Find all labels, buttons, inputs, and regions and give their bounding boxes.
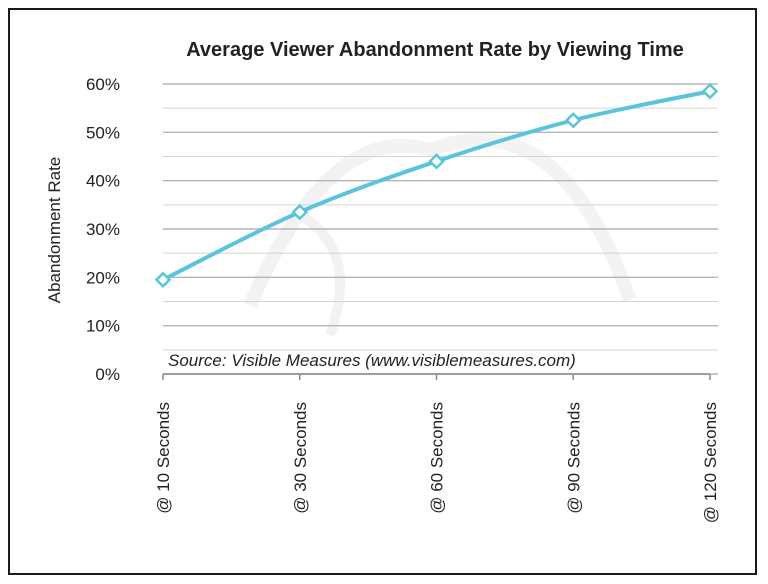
data-point-marker: [154, 271, 172, 289]
y-axis-ticks: 0% 10% 20% 30% 40% 50% 60%: [86, 75, 120, 384]
x-axis: [162, 373, 711, 380]
x-axis-tick-labels: @ 10 Seconds @ 30 Seconds @ 60 Seconds @ 90…: [154, 402, 720, 523]
y-tick-label: 30%: [86, 220, 120, 239]
data-point-marker: [291, 203, 309, 221]
x-tick-label: @ 10 Seconds: [154, 402, 173, 514]
x-tick-label: @ 60 Seconds: [428, 402, 447, 514]
x-tick-label: @ 90 Seconds: [564, 402, 583, 514]
y-tick-label: 10%: [86, 317, 120, 336]
series-layer: [154, 82, 719, 289]
y-tick-label: 60%: [86, 75, 120, 94]
x-tick-label: @ 120 Seconds: [701, 402, 720, 523]
y-tick-label: 0%: [95, 365, 120, 384]
data-point-marker: [428, 153, 445, 170]
series-line: [162, 89, 711, 282]
y-axis-label: Abandonment Rate: [45, 157, 64, 304]
chart-title: Average Viewer Abandonment Rate by Viewi…: [186, 39, 684, 61]
x-tick-label: @ 30 Seconds: [291, 402, 310, 514]
y-tick-label: 50%: [86, 123, 120, 142]
gridlines: [163, 83, 718, 375]
chart-frame: [8, 8, 757, 575]
data-point-marker: [701, 82, 719, 100]
source-annotation: Source: Visible Measures (www.visiblemea…: [168, 351, 576, 370]
watermark: [243, 133, 637, 337]
y-tick-label: 40%: [86, 172, 120, 191]
data-point-marker: [564, 111, 582, 129]
y-tick-label: 20%: [86, 268, 120, 287]
